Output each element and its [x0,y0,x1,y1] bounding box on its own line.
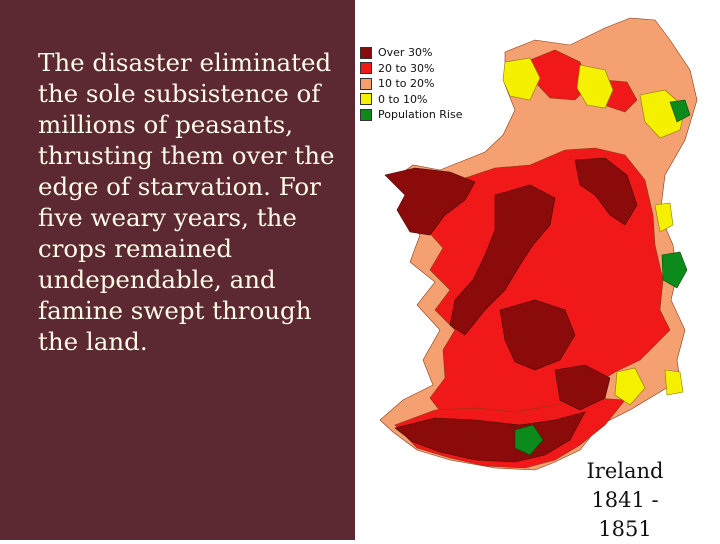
map-region-over-30-west [384,167,476,236]
map-region-over-30-midwest [449,184,556,336]
map-region-0-10-north [502,57,541,101]
legend-item: 20 to 30% [360,61,463,77]
legend-item: Over 30% [360,45,463,61]
map-caption: Ireland 1841 - 1851 [565,457,685,544]
legend-item: Population Rise [360,107,463,123]
legend-label: 20 to 30% [378,61,435,75]
legend-label: Population Rise [378,108,463,122]
legend-label: 10 to 20% [378,77,435,91]
legend-label: 0 to 10% [378,92,428,106]
slide-body-text: The disaster eliminated the sole subsist… [38,48,335,356]
legend-label: Over 30% [378,46,433,60]
legend-item: 10 to 20% [360,76,463,92]
legend-swatch [360,46,372,59]
legend-swatch [360,62,372,75]
legend-swatch [360,77,372,90]
legend-swatch [360,93,372,106]
legend-item: 0 to 10% [360,92,463,108]
map-region-over-30-clare [499,299,576,371]
map-caption-years: 1841 - 1851 [591,488,659,541]
map-region-rise-cork [514,424,544,456]
map-caption-title: Ireland [586,459,664,483]
map-panel: Over 30% 20 to 30% 10 to 20% 0 to 10% Po… [355,0,720,541]
map-legend: Over 30% 20 to 30% 10 to 20% 0 to 10% Po… [360,45,463,123]
map-region-rise-dublin [661,251,688,289]
map-region-0-10-ulster [576,64,614,109]
map-region-over-30-southwest [394,411,586,463]
map-region-rise-belfast [669,99,691,123]
map-region-0-10-east [654,202,674,233]
map-region-0-10-wexford [664,369,684,396]
ireland-population-change-map [379,17,698,471]
text-panel: The disaster eliminated the sole subsist… [0,0,355,540]
map-region-over-30-south-central [554,364,611,411]
legend-swatch [360,108,372,121]
map-region-over-30-center [574,157,638,226]
map-region-0-10-southeast [614,367,646,406]
